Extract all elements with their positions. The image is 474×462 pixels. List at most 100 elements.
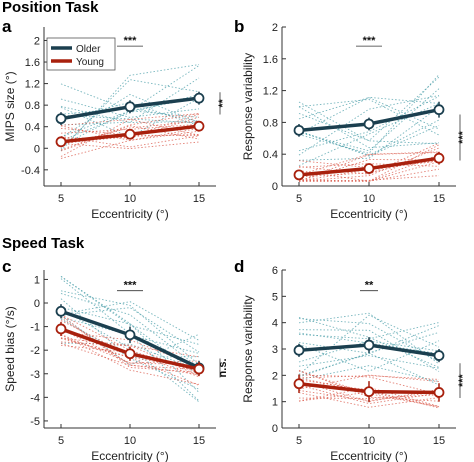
data-point-young xyxy=(55,323,67,335)
data-point-young xyxy=(193,120,205,132)
individual-subject-line xyxy=(60,276,200,345)
y-tick-label: 1.6 xyxy=(263,54,278,66)
individual-subject-line xyxy=(60,113,200,151)
y-tick-label: 1 xyxy=(34,274,40,286)
individual-subject-line xyxy=(60,341,200,358)
y-tick-label: -0.4 xyxy=(21,165,40,177)
y-tick-label: 2 xyxy=(272,370,278,382)
data-point-young xyxy=(293,378,305,390)
individual-subject-line xyxy=(298,318,440,363)
individual-subject-line xyxy=(298,98,440,136)
data-point-older xyxy=(124,329,136,341)
data-point-older xyxy=(363,339,375,351)
x-tick-label: 5 xyxy=(58,193,64,205)
y-tick-label: 0.8 xyxy=(25,100,40,112)
legend-box xyxy=(46,37,116,71)
x-tick-label: 15 xyxy=(193,435,205,447)
individual-subject-line xyxy=(298,329,440,372)
individual-subject-line xyxy=(298,340,440,363)
x-axis-label: Eccentricity (°) xyxy=(91,449,168,462)
data-point-young xyxy=(363,386,375,398)
individual-subject-line xyxy=(60,105,200,123)
x-tick-label: 10 xyxy=(363,193,375,205)
individual-subject-line xyxy=(298,159,440,182)
legend-label: Older xyxy=(76,44,101,55)
individual-subject-line xyxy=(60,306,200,376)
significance-label: ** xyxy=(365,280,374,292)
significance-label: *** xyxy=(124,280,138,292)
significance-label: n.s. xyxy=(217,358,229,377)
individual-subject-line xyxy=(60,334,200,385)
data-point-older xyxy=(193,92,205,104)
individual-subject-line xyxy=(298,142,440,175)
panel-a: -0.4 0 0.4 0.8 1.2 1.6 2 5 10 15 Eccentricity (°) M… xyxy=(3,27,229,221)
individual-subject-line xyxy=(60,314,200,373)
y-tick-label: 0 xyxy=(272,181,278,193)
individual-subject-line xyxy=(60,93,200,138)
individual-subject-line xyxy=(298,106,440,149)
y-tick-label: 1 xyxy=(272,397,278,409)
panel-d: 0 1 2 3 4 5 6 5 10 15 Eccentricity (°) Response var… xyxy=(241,265,469,462)
individual-subject-line xyxy=(298,119,440,156)
y-tick-label: 3 xyxy=(272,344,278,356)
individual-subject-line xyxy=(60,98,200,118)
y-axis-label: Response variability xyxy=(241,295,255,402)
panel-label-a: a xyxy=(2,17,12,36)
individual-subject-line xyxy=(60,135,200,148)
y-tick-label: 0.4 xyxy=(263,149,278,161)
y-tick-label: 1.2 xyxy=(25,79,40,91)
individual-subject-line xyxy=(298,312,440,365)
panel-label-d: d xyxy=(234,257,244,276)
significance-label: ** xyxy=(217,98,229,107)
y-tick-label: 1.6 xyxy=(25,57,40,69)
x-axis-label: Eccentricity (°) xyxy=(91,207,168,221)
individual-subject-line xyxy=(60,301,200,341)
y-tick-label: -4 xyxy=(30,392,40,404)
y-tick-label: 0 xyxy=(272,423,278,435)
y-axis-label: MIPS size (°) xyxy=(3,71,17,141)
y-tick-label: 0 xyxy=(34,298,40,310)
significance-label: *** xyxy=(457,130,469,144)
individual-subject-line xyxy=(298,365,440,383)
data-point-older xyxy=(433,350,445,361)
y-tick-label: 4 xyxy=(272,318,278,330)
individual-subject-line xyxy=(60,308,200,403)
y-tick-label: 2 xyxy=(34,35,40,47)
individual-subject-line xyxy=(298,314,440,375)
y-tick-label: 0.4 xyxy=(25,122,40,134)
y-tick-label: -1 xyxy=(30,322,40,334)
y-tick-label: -3 xyxy=(30,369,40,381)
panel-label-b: b xyxy=(234,17,244,36)
legend-label: Young xyxy=(76,57,104,68)
x-axis-label: Eccentricity (°) xyxy=(330,207,407,221)
individual-subject-line xyxy=(298,106,440,161)
data-point-young xyxy=(55,136,67,148)
y-tick-label: 2 xyxy=(272,22,278,34)
individual-subject-line xyxy=(60,107,200,122)
individual-subject-line xyxy=(298,147,440,182)
x-tick-label: 5 xyxy=(296,435,302,447)
individual-subject-line xyxy=(60,333,200,364)
individual-subject-line xyxy=(60,317,200,375)
individual-subject-line xyxy=(298,384,440,405)
individual-subject-line xyxy=(298,175,440,182)
data-point-older xyxy=(363,118,375,130)
section-title-speed: Speed Task xyxy=(2,235,85,252)
data-point-older xyxy=(293,124,305,136)
legend: Older Young xyxy=(46,37,116,71)
panel-b: 0 0.4 0.8 1.2 1.6 2 5 10 15 Eccentricity (°) Respo… xyxy=(241,22,469,221)
panel-label-c: c xyxy=(2,257,11,276)
x-tick-label: 10 xyxy=(124,193,136,205)
individual-subject-line xyxy=(298,355,440,369)
individual-subject-line xyxy=(60,120,200,146)
x-tick-label: 10 xyxy=(363,435,375,447)
individual-subject-line xyxy=(298,76,440,142)
x-tick-label: 15 xyxy=(193,193,205,205)
y-tick-label: 1.2 xyxy=(263,86,278,98)
y-tick-label: 5 xyxy=(272,291,278,303)
y-tick-label: -5 xyxy=(30,416,40,428)
data-point-young xyxy=(433,387,445,398)
